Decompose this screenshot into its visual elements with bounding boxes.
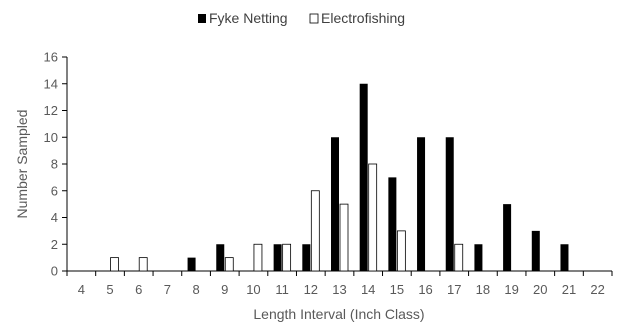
fyke-netting-bar (560, 244, 569, 271)
x-tick-label: 5 (106, 282, 113, 297)
y-tick-label: 8 (51, 157, 58, 172)
electrofishing-bar (138, 257, 148, 272)
y-tick-label: 16 (44, 50, 58, 65)
x-tick-label: 10 (246, 282, 260, 297)
fyke-netting-bar (216, 244, 225, 271)
x-tick-label: 7 (164, 282, 171, 297)
electrofishing-bar (454, 243, 464, 272)
fyke-netting-bar (445, 137, 454, 271)
legend-item-fyke-netting: Fyke Netting (198, 10, 288, 26)
fyke-netting-bar (273, 244, 282, 271)
x-tick-label: 11 (275, 282, 289, 297)
legend-swatch (309, 13, 319, 24)
x-tick-label: 18 (476, 282, 490, 297)
x-tick-label: 14 (361, 282, 375, 297)
electrofishing-bar (110, 257, 119, 272)
x-tick-label: 9 (221, 282, 228, 297)
legend: Fyke Netting Electrofishing (198, 10, 405, 26)
x-tick-label: 4 (78, 282, 85, 297)
y-tick-label: 10 (44, 130, 58, 145)
legend-item-electrofishing: Electrofishing (309, 10, 405, 26)
x-tick-label: 15 (390, 282, 404, 297)
fyke-netting-bar (331, 137, 339, 271)
x-axis-title: Length Interval (Inch Class) (253, 306, 424, 322)
fyke-netting-bar (388, 177, 397, 271)
electrofishing-bar (253, 243, 263, 272)
fyke-netting-bar (531, 230, 540, 271)
x-tick-label: 22 (590, 282, 604, 297)
x-tick-label: 21 (562, 282, 576, 297)
y-tick-label: 14 (44, 76, 58, 91)
bars (110, 83, 569, 272)
y-tick-label: 12 (44, 103, 58, 118)
electrofishing-bar (282, 243, 292, 272)
fyke-netting-bar (417, 137, 426, 271)
x-tick-label: 16 (418, 282, 432, 297)
fyke-netting-bar (187, 257, 196, 271)
y-tick-label: 2 (51, 237, 58, 252)
electrofishing-bar (368, 163, 378, 272)
x-tick-label: 17 (447, 282, 461, 297)
y-tick-label: 0 (51, 264, 58, 279)
x-tick-label: 19 (504, 282, 518, 297)
y-tick-label: 6 (51, 183, 58, 198)
electrofishing-bar (396, 230, 406, 272)
x-tick-label: 20 (533, 282, 547, 297)
x-tick-label: 13 (332, 282, 346, 297)
electrofishing-bar (224, 257, 234, 272)
x-tick-label: 12 (304, 282, 318, 297)
x-tick-label: 8 (192, 282, 199, 297)
y-axis-title: Number Sampled (14, 110, 30, 219)
fyke-netting-bar (359, 83, 368, 271)
x-tick-label: 6 (135, 282, 142, 297)
x-axis: 4 5 6 7 8 9 10 11 12 13 14 15 16 17 18 19 20 21 22 (66, 270, 613, 297)
y-tick-label: 4 (51, 210, 58, 225)
fyke-netting-bar (302, 244, 311, 271)
legend-label: Electrofishing (321, 10, 405, 26)
electrofishing-bar (339, 203, 349, 272)
legend-swatch (198, 14, 206, 23)
legend-label: Fyke Netting (209, 10, 288, 26)
electrofishing-bar (310, 190, 320, 272)
fyke-netting-bar (474, 244, 483, 271)
y-axis: 0 2 4 6 8 10 12 14 16 (44, 50, 68, 279)
fyke-netting-bar (503, 204, 512, 271)
